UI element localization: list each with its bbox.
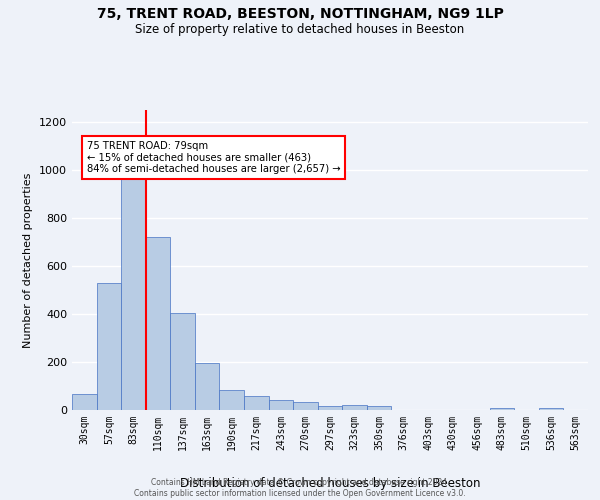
Text: 75, TRENT ROAD, BEESTON, NOTTINGHAM, NG9 1LP: 75, TRENT ROAD, BEESTON, NOTTINGHAM, NG9…: [97, 8, 503, 22]
Y-axis label: Number of detached properties: Number of detached properties: [23, 172, 34, 348]
Bar: [220, 390, 244, 410]
Text: Distribution of detached houses by size in Beeston: Distribution of detached houses by size …: [180, 477, 480, 490]
Bar: [146, 237, 170, 410]
Bar: [72, 394, 97, 410]
Text: 75 TRENT ROAD: 79sqm
← 15% of detached houses are smaller (463)
84% of semi-deta: 75 TRENT ROAD: 79sqm ← 15% of detached h…: [87, 141, 340, 174]
Bar: [269, 400, 293, 410]
Bar: [293, 402, 318, 410]
Bar: [342, 405, 367, 410]
Bar: [244, 396, 269, 410]
Bar: [121, 170, 146, 410]
Text: Contains HM Land Registry data © Crown copyright and database right 2024.
Contai: Contains HM Land Registry data © Crown c…: [134, 478, 466, 498]
Bar: [195, 363, 220, 410]
Bar: [170, 313, 195, 410]
Bar: [490, 408, 514, 410]
Bar: [318, 406, 342, 410]
Bar: [97, 283, 121, 410]
Text: Size of property relative to detached houses in Beeston: Size of property relative to detached ho…: [136, 22, 464, 36]
Bar: [539, 408, 563, 410]
Bar: [367, 406, 391, 410]
